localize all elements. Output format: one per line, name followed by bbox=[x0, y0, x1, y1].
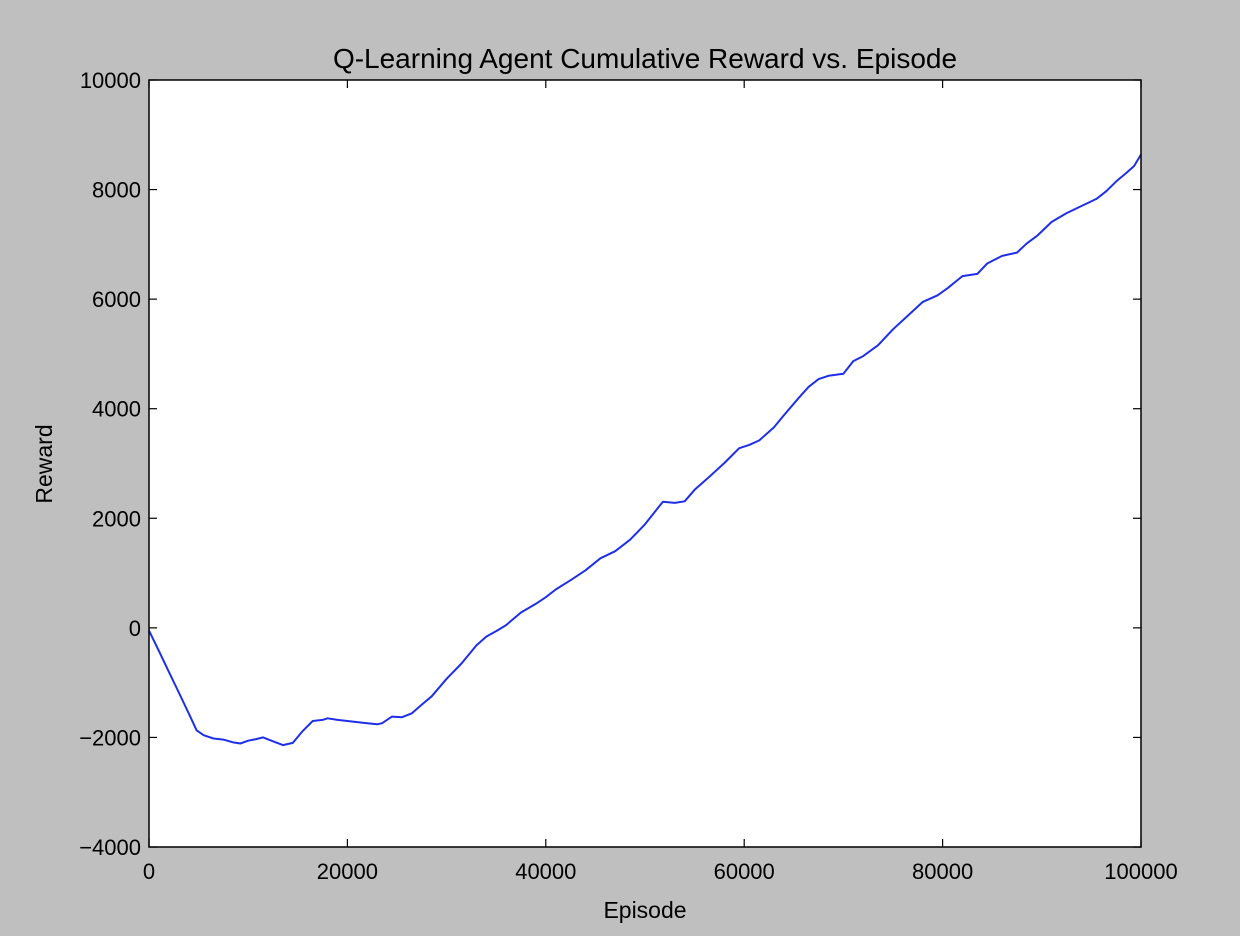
y-tick-label: 8000 bbox=[92, 178, 141, 203]
x-tick-label: 40000 bbox=[515, 859, 576, 884]
x-tick-label: 0 bbox=[143, 859, 155, 884]
y-tick-label: 2000 bbox=[92, 506, 141, 531]
x-axis-title: Episode bbox=[603, 897, 686, 923]
plot-frame bbox=[148, 79, 1142, 848]
y-tick-label: 6000 bbox=[92, 287, 141, 312]
chart-title: Q-Learning Agent Cumulative Reward vs. E… bbox=[333, 43, 957, 74]
y-tick-label: −2000 bbox=[79, 725, 141, 750]
x-tick-label: 100000 bbox=[1104, 859, 1177, 884]
x-tick-label: 60000 bbox=[714, 859, 775, 884]
y-tick-label: −4000 bbox=[79, 835, 141, 860]
y-tick-label: 10000 bbox=[80, 68, 141, 93]
labels-layer: 0 20000 40000 60000 80000 100000 −4000 −2000 0 20… bbox=[79, 68, 1178, 884]
x-tick-label: 20000 bbox=[317, 859, 378, 884]
y-tick-label: 0 bbox=[129, 616, 141, 641]
series-line-0 bbox=[148, 153, 1142, 747]
y-axis-title: Reward bbox=[31, 424, 57, 503]
y-tick-label: 4000 bbox=[92, 397, 141, 422]
series-layer bbox=[148, 153, 1142, 747]
x-tick-label: 80000 bbox=[912, 859, 973, 884]
plot-area bbox=[149, 80, 1141, 847]
